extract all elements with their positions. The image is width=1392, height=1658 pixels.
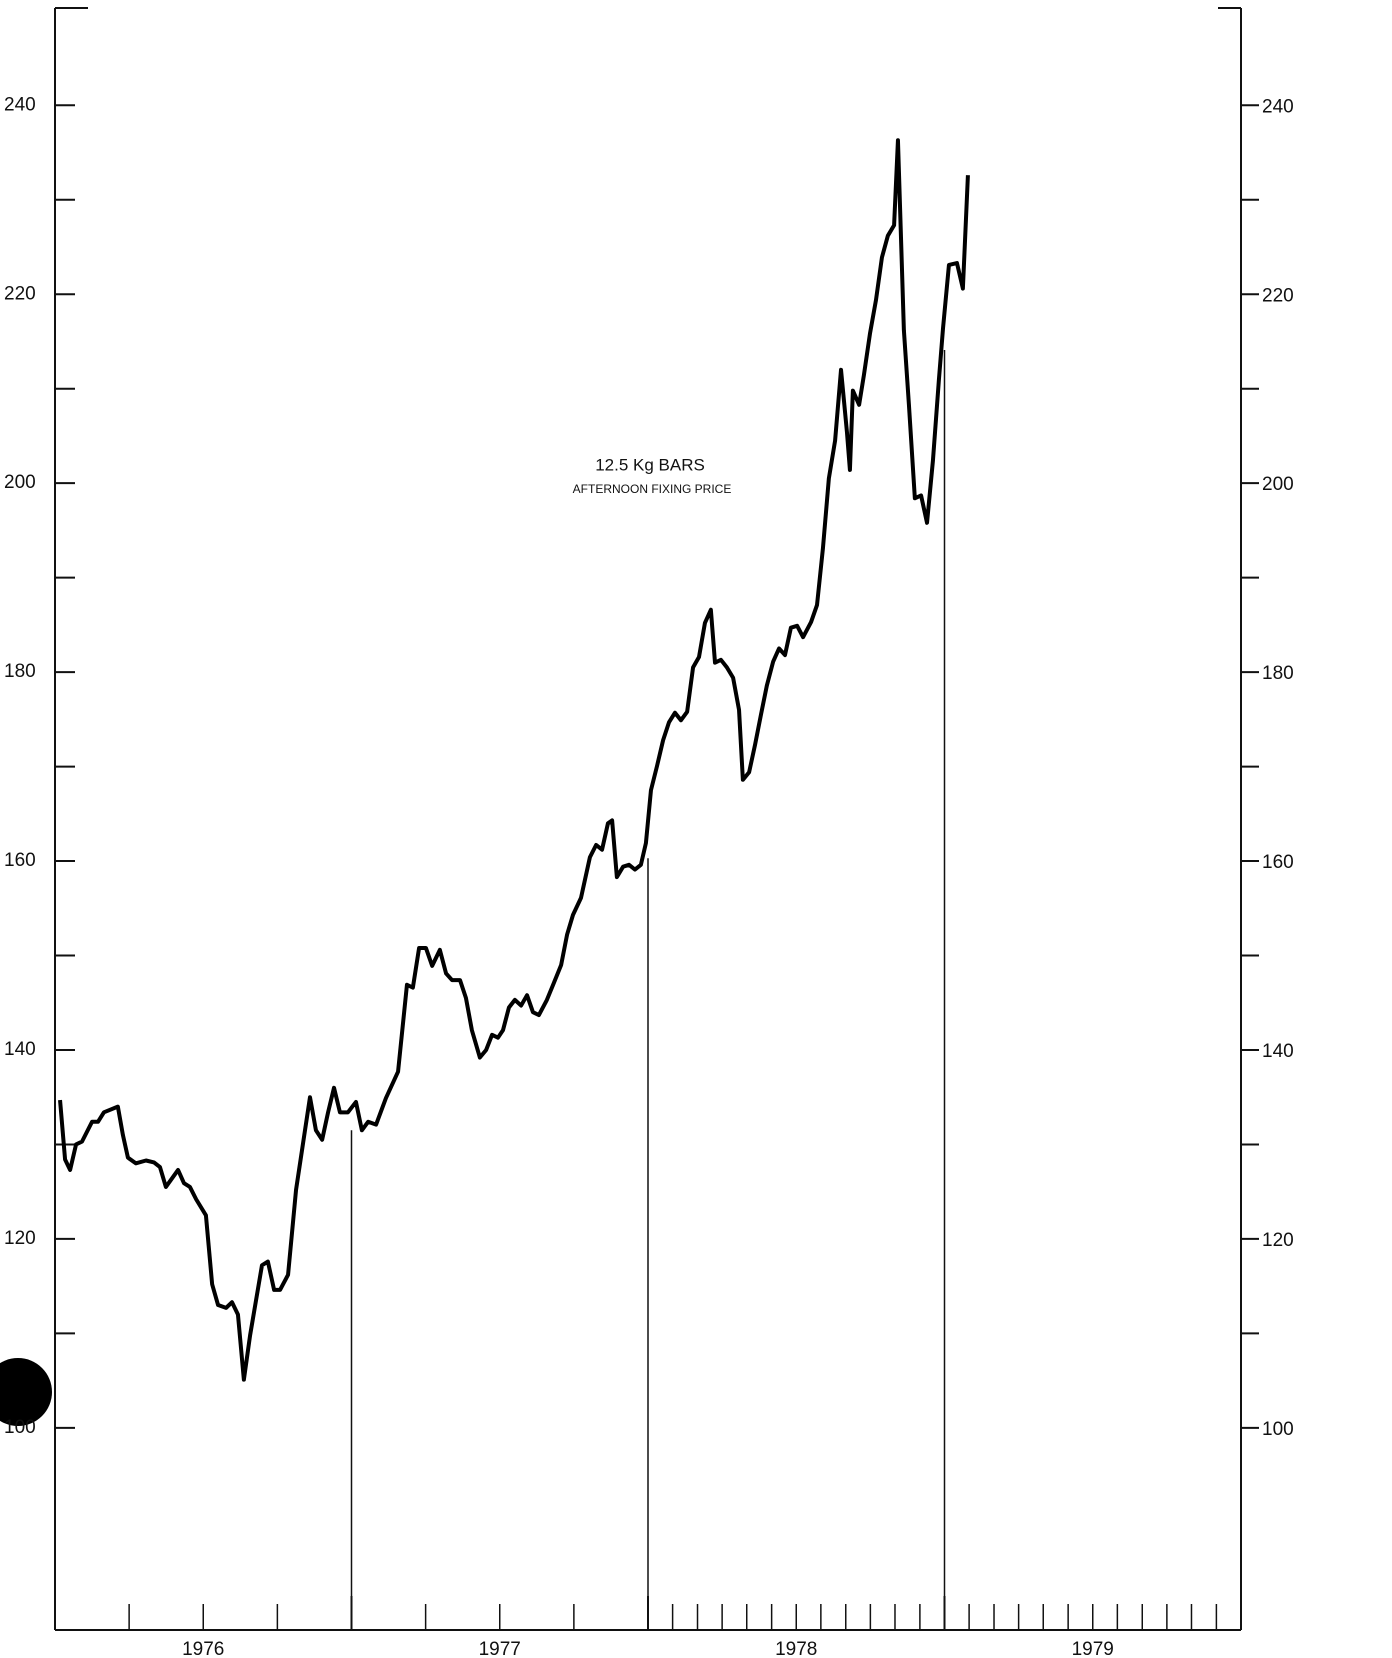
y-tick-label: 100 bbox=[4, 1417, 36, 1438]
x-tick-label: 1979 bbox=[1072, 1639, 1114, 1658]
y2-tick-label: 240 bbox=[1262, 96, 1294, 117]
y2-tick-label: 180 bbox=[1262, 663, 1294, 684]
y-tick-label: 200 bbox=[4, 472, 36, 493]
x-tick-label: 1976 bbox=[182, 1639, 224, 1658]
y-tick-label: 220 bbox=[4, 283, 36, 304]
chart-title: 12.5 Kg BARS bbox=[595, 455, 705, 474]
y-tick-label: 120 bbox=[4, 1228, 36, 1249]
hole-punch bbox=[0, 1358, 52, 1426]
price-line bbox=[58, 138, 970, 1382]
y-tick-label: 180 bbox=[4, 661, 36, 682]
y2-tick-label: 220 bbox=[1262, 285, 1294, 306]
y2-tick-label: 200 bbox=[1262, 474, 1294, 495]
y-tick-label: 140 bbox=[4, 1039, 36, 1060]
y2-tick-label: 100 bbox=[1262, 1419, 1294, 1440]
y-tick-label: 240 bbox=[4, 94, 36, 115]
y2-tick-label: 140 bbox=[1262, 1041, 1294, 1062]
y2-tick-label: 160 bbox=[1262, 852, 1294, 873]
x-tick-label: 1977 bbox=[479, 1639, 521, 1658]
chart-subtitle: AFTERNOON FIXING PRICE bbox=[573, 482, 732, 496]
y2-tick-label: 120 bbox=[1262, 1230, 1294, 1251]
y-tick-label: 160 bbox=[4, 850, 36, 871]
x-tick-label: 1978 bbox=[775, 1639, 817, 1658]
